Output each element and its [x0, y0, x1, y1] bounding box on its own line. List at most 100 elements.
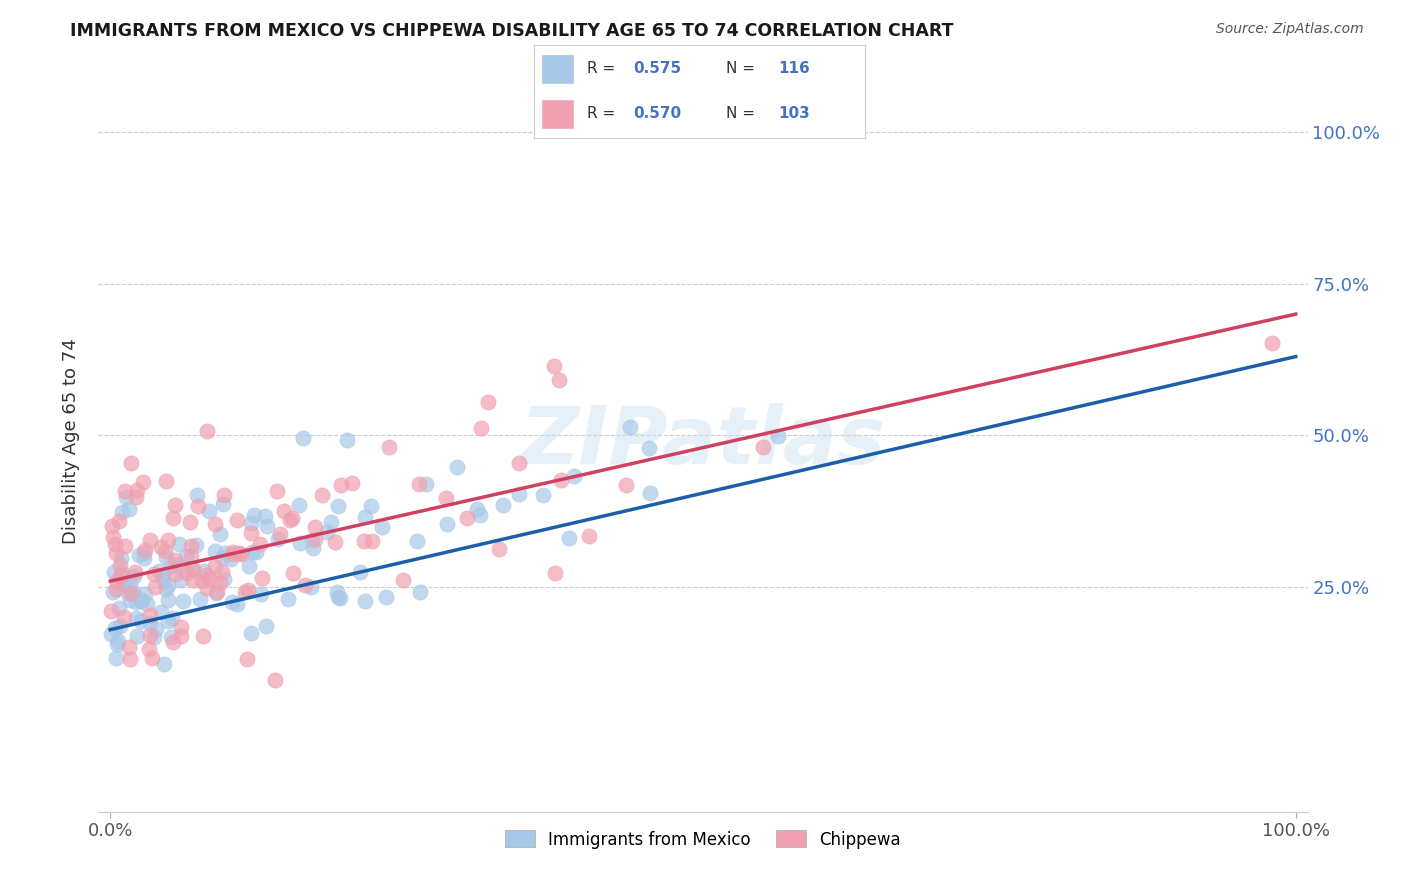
Text: ZIPatlas: ZIPatlas: [520, 402, 886, 481]
Point: [240, 544, 263, 558]
Point: [127, 629, 149, 643]
Point: [186, 538, 208, 552]
Point: [131, 593, 153, 607]
Point: [141, 651, 163, 665]
Point: [165, 566, 187, 581]
Text: N =: N =: [725, 62, 759, 77]
Point: [134, 551, 156, 566]
Point: [143, 580, 166, 594]
Text: Source: ZipAtlas.com: Source: ZipAtlas.com: [1216, 22, 1364, 37]
Point: [371, 520, 394, 534]
Point: [326, 585, 349, 599]
Point: [120, 578, 142, 592]
Point: [174, 549, 197, 563]
Point: [114, 539, 136, 553]
Bar: [541, 99, 574, 129]
Point: [152, 568, 174, 582]
Point: [211, 565, 233, 579]
Point: [405, 533, 427, 548]
Text: 0.570: 0.570: [633, 106, 682, 121]
Point: [163, 499, 186, 513]
Point: [145, 622, 167, 636]
Text: R =: R =: [588, 62, 620, 77]
Point: [330, 478, 353, 492]
Point: [456, 511, 478, 525]
Point: [238, 559, 260, 574]
Point: [180, 539, 202, 553]
Point: [211, 550, 233, 565]
Point: [329, 591, 352, 606]
Point: [125, 595, 148, 609]
Point: [134, 587, 156, 601]
Point: [508, 457, 530, 471]
Point: [188, 592, 211, 607]
Point: [392, 573, 415, 587]
Point: [100, 604, 122, 618]
Point: [181, 573, 204, 587]
Point: [374, 590, 396, 604]
Point: [156, 614, 179, 628]
Text: 103: 103: [779, 106, 810, 121]
Point: [488, 541, 510, 556]
Point: [107, 574, 129, 589]
Point: [239, 516, 262, 531]
Point: [492, 498, 515, 512]
Point: [446, 459, 468, 474]
Point: [124, 565, 146, 579]
Point: [219, 551, 242, 566]
Point: [236, 583, 259, 598]
Point: [752, 440, 775, 454]
Point: [111, 504, 134, 518]
Point: [118, 501, 141, 516]
Point: [304, 520, 326, 534]
Point: [578, 529, 600, 543]
Bar: [541, 54, 574, 84]
Point: [269, 527, 291, 541]
Point: [167, 537, 190, 551]
Point: [311, 488, 333, 502]
Point: [508, 487, 530, 501]
Point: [114, 484, 136, 499]
Point: [155, 474, 177, 488]
Point: [239, 625, 262, 640]
Point: [278, 513, 301, 527]
Point: [204, 586, 226, 600]
Point: [349, 566, 371, 580]
Text: R =: R =: [588, 106, 620, 121]
Point: [336, 433, 359, 447]
Text: 116: 116: [779, 62, 810, 77]
Point: [256, 519, 278, 533]
Point: [110, 567, 132, 582]
Point: [288, 498, 311, 512]
Point: [162, 511, 184, 525]
Point: [294, 578, 316, 592]
Point: [249, 587, 271, 601]
Point: [117, 640, 139, 654]
Point: [212, 497, 235, 511]
Point: [328, 590, 350, 604]
Point: [115, 490, 138, 504]
Point: [132, 546, 155, 560]
Point: [266, 532, 288, 546]
Point: [139, 533, 162, 547]
Point: [136, 597, 159, 611]
Point: [112, 610, 135, 624]
Point: [477, 395, 499, 409]
Point: [110, 558, 132, 572]
Point: [619, 420, 641, 434]
Point: [222, 547, 245, 561]
Point: [557, 531, 579, 545]
Point: [107, 637, 129, 651]
Point: [176, 566, 198, 580]
Point: [122, 584, 145, 599]
Point: [548, 374, 571, 388]
Point: [100, 627, 122, 641]
Point: [208, 575, 231, 590]
Point: [150, 541, 173, 555]
Point: [172, 594, 194, 608]
Point: [326, 499, 349, 513]
Point: [409, 585, 432, 599]
Point: [263, 673, 285, 687]
Point: [128, 549, 150, 563]
Point: [111, 577, 134, 591]
